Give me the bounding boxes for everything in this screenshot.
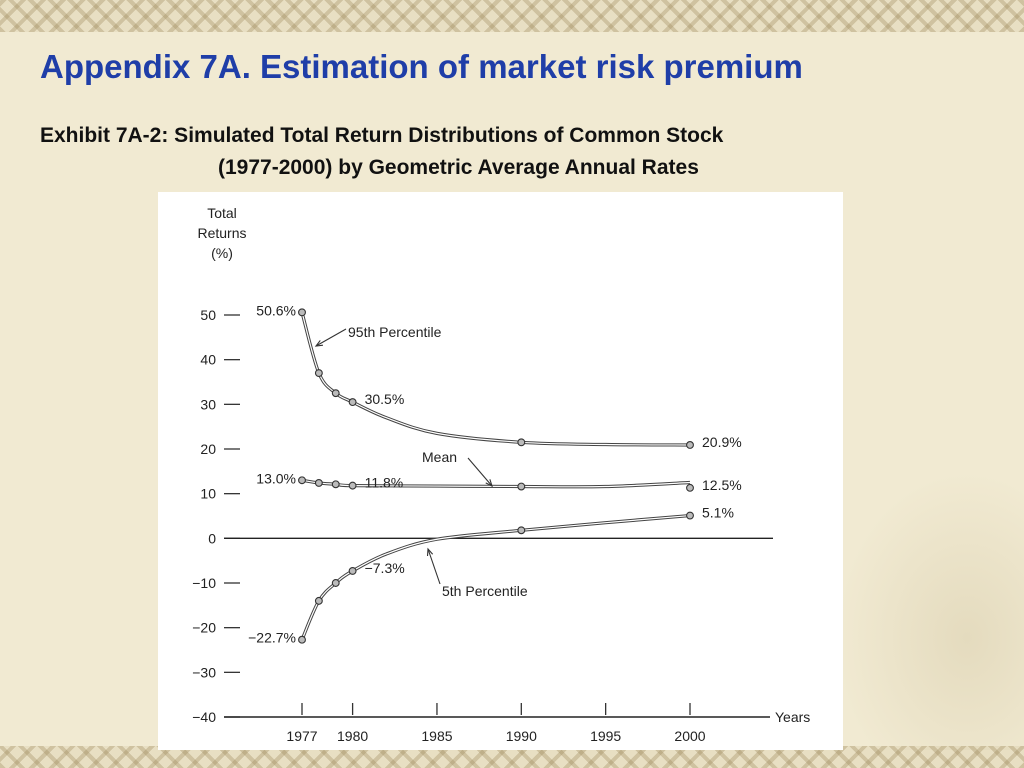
data-label: 13.0%: [256, 470, 296, 486]
data-label: 30.5%: [365, 391, 405, 407]
x-tick-label: 1980: [337, 728, 368, 744]
data-label: −22.7%: [248, 630, 296, 646]
y-axis-label: Total: [207, 205, 237, 221]
percentile-95-point: [331, 389, 340, 398]
percentile-5-point: [517, 526, 526, 535]
percentile-5-point: [298, 635, 306, 644]
series-label-mean-leader: [467, 457, 493, 487]
percentile-5-line-inner: [301, 514, 691, 640]
series-label-95th-leader: [315, 328, 347, 347]
y-tick-label: 30: [200, 396, 216, 412]
slide-title: Appendix 7A. Estimation of market risk p…: [40, 48, 803, 85]
series-label-5th: 5th Percentile: [442, 583, 528, 599]
y-tick-label: −40: [192, 709, 216, 725]
x-tick-label: 1985: [421, 728, 452, 744]
y-tick-label: 40: [200, 352, 216, 368]
data-label: 12.5%: [702, 477, 742, 493]
y-axis-label: Returns: [197, 225, 246, 241]
series-label-95th-arrowhead: [314, 340, 324, 347]
y-tick-label: 20: [200, 441, 216, 457]
percentile-5-line-outer: [300, 513, 691, 641]
series-label-5th-leader: [427, 548, 441, 585]
chart-panel: Total Returns (%) 50 40 30 20 10 0 −10 −20 −30 −40 Ye…: [158, 192, 843, 750]
exhibit-caption-line1: Exhibit 7A-2: Simulated Total Return Dis…: [40, 124, 724, 147]
series-label-mean: Mean: [422, 449, 457, 465]
y-tick-label: −30: [192, 664, 216, 680]
y-axis-label: (%): [211, 245, 233, 261]
percentile-5-point: [686, 511, 694, 520]
series-label-5th-arrowhead: [426, 547, 434, 557]
percentile-95-point: [348, 398, 357, 407]
percentile-95-point: [517, 438, 526, 447]
exhibit-caption: Exhibit 7A-2: Simulated Total Return Dis…: [40, 120, 1000, 184]
y-tick-label: −20: [192, 620, 216, 636]
y-tick-label: 50: [200, 307, 216, 323]
percentile-5-point: [348, 566, 357, 575]
percentile-95-point: [298, 308, 306, 317]
x-tick-label: 1977: [286, 728, 317, 744]
data-label: 20.9%: [702, 434, 742, 450]
mean-point: [331, 480, 340, 489]
series-label-mean-arrowhead: [485, 479, 493, 488]
percentile-5-point: [331, 579, 340, 587]
mean-point: [348, 481, 357, 490]
x-tick-label: 1995: [590, 728, 621, 744]
mean-point: [686, 483, 694, 492]
series-label-95th: 95th Percentile: [348, 324, 442, 340]
exhibit-caption-line2: (1977-2000) by Geometric Average Annual …: [218, 156, 699, 179]
decorative-plant-watermark: [834, 470, 1024, 750]
x-tick-label: 1990: [506, 728, 537, 744]
data-label: 5.1%: [702, 505, 734, 521]
x-tick-label: 2000: [674, 728, 705, 744]
x-axis-label: Years: [775, 709, 810, 725]
percentile-5-point: [314, 596, 323, 605]
decorative-bottom-border: [0, 746, 1024, 768]
percentile-95-point: [686, 441, 694, 449]
data-label: 11.8%: [365, 475, 404, 491]
mean-point: [517, 482, 526, 491]
y-tick-label: −10: [192, 575, 216, 591]
mean-line-inner: [301, 479, 691, 488]
return-distribution-chart: Total Returns (%) 50 40 30 20 10 0 −10 −20 −30 −40 Ye…: [192, 205, 810, 744]
data-label: −7.3%: [365, 560, 405, 576]
mean-point: [298, 476, 306, 485]
percentile-95-line-inner: [301, 312, 691, 446]
y-tick-label: 10: [200, 486, 216, 502]
decorative-top-border: [0, 0, 1024, 32]
mean-point: [314, 478, 323, 487]
y-tick-label: 0: [208, 530, 216, 546]
data-label: 50.6%: [256, 302, 296, 318]
percentile-95-point: [314, 369, 323, 378]
